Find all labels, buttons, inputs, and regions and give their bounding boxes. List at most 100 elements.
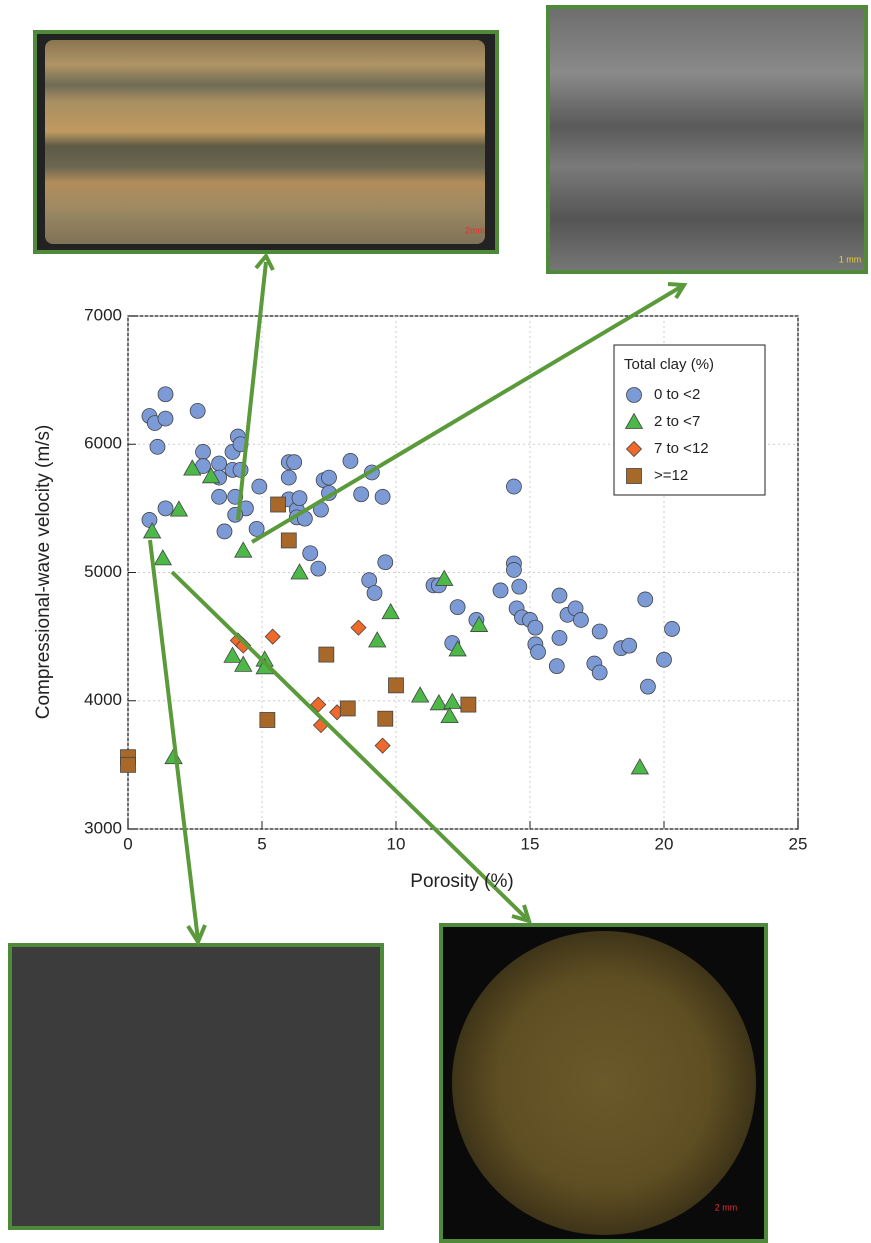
point — [310, 696, 327, 713]
scale-label: 2 mm — [715, 1202, 738, 1212]
x-tick-label: 20 — [655, 834, 674, 853]
point — [448, 640, 467, 657]
point — [149, 438, 166, 455]
point — [551, 587, 568, 604]
arrow-head — [254, 252, 275, 271]
y-axis-label: Compressional-wave velocity (m/s) — [33, 425, 54, 720]
point — [640, 678, 656, 695]
point — [270, 496, 286, 513]
point — [591, 623, 608, 640]
point — [216, 523, 233, 540]
photo-thin-section — [546, 5, 868, 274]
photo-disc-image — [452, 931, 756, 1235]
point — [366, 585, 383, 601]
point — [350, 619, 367, 636]
point — [621, 637, 638, 654]
point — [429, 694, 449, 711]
point — [630, 758, 650, 775]
arrow — [170, 570, 530, 922]
y-tick-label: 5000 — [84, 562, 122, 581]
legend-marker — [626, 468, 642, 484]
point — [141, 512, 158, 528]
point — [460, 696, 477, 713]
point — [506, 478, 522, 495]
point — [410, 686, 430, 703]
point — [381, 602, 400, 620]
point — [153, 549, 173, 566]
point — [573, 612, 589, 628]
point — [248, 520, 265, 537]
arrow — [250, 283, 686, 544]
point — [157, 500, 174, 517]
point — [142, 522, 162, 539]
arrow — [148, 539, 200, 941]
legend-label: 0 to <2 — [654, 386, 700, 403]
x-tick-label: 0 — [123, 834, 132, 853]
point — [211, 488, 228, 505]
scale-label: 1 mm — [839, 254, 862, 264]
y-tick-label: 3000 — [84, 818, 122, 837]
point — [223, 646, 242, 663]
photo-panels — [8, 5, 868, 1243]
x-tick-label: 15 — [521, 834, 540, 853]
point — [251, 478, 268, 495]
photo-core-image — [45, 40, 485, 244]
arrow-head — [511, 904, 533, 924]
point — [169, 500, 189, 517]
legend-label: 7 to <12 — [654, 440, 709, 457]
point — [377, 554, 394, 571]
point — [286, 454, 303, 471]
legend-title: Total clay (%) — [624, 356, 714, 373]
arrow-head — [186, 924, 207, 947]
point — [183, 459, 202, 476]
point — [530, 644, 546, 660]
point — [264, 628, 281, 645]
photo-microscope — [8, 943, 384, 1230]
legend-marker — [626, 387, 642, 403]
x-tick-label: 10 — [387, 834, 406, 853]
point — [235, 637, 252, 654]
point — [201, 467, 221, 484]
plot: 0 5 10 15 20 25 3000 4000 5000 6000 7000 Total clay… — [84, 305, 807, 853]
legend-label: >=12 — [654, 467, 688, 484]
point — [506, 562, 522, 578]
y-tick-label: 6000 — [84, 434, 122, 453]
point — [259, 712, 276, 728]
point — [374, 737, 391, 754]
y-tick-label: 7000 — [84, 305, 122, 324]
point — [492, 582, 509, 599]
point — [374, 488, 391, 505]
point — [290, 563, 309, 580]
point — [440, 706, 459, 724]
arrows — [148, 252, 688, 947]
point — [211, 455, 228, 472]
point — [234, 541, 253, 558]
point — [291, 490, 308, 507]
legend-marker — [625, 440, 643, 458]
point — [527, 619, 544, 636]
point — [469, 615, 489, 632]
point — [443, 692, 462, 709]
point — [342, 453, 359, 469]
point — [377, 710, 394, 727]
point — [664, 621, 680, 637]
arrow-head — [667, 282, 688, 300]
point — [591, 664, 608, 681]
point — [339, 700, 356, 717]
point — [310, 560, 327, 577]
scale-label: 2mm — [465, 225, 485, 235]
point — [353, 486, 370, 503]
point — [120, 756, 136, 773]
point — [234, 655, 253, 672]
point — [656, 651, 672, 668]
point — [321, 469, 337, 486]
point — [157, 386, 174, 403]
point — [280, 469, 297, 486]
legend-label: 2 to <7 — [654, 413, 700, 430]
x-tick-label: 25 — [789, 834, 808, 853]
point — [302, 545, 319, 562]
point — [435, 569, 454, 586]
point — [189, 403, 206, 419]
legend-marker — [624, 412, 644, 429]
